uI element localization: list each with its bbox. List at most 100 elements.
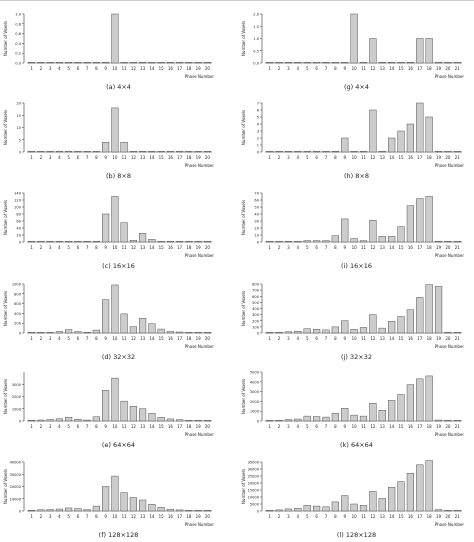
x-tick-label: 16 xyxy=(408,424,414,429)
x-tick-label: 2 xyxy=(278,66,281,71)
y-tick-label: 0 xyxy=(257,420,260,424)
y-axis-label: Number of Voxels xyxy=(241,110,246,145)
y-tick-label: 200 xyxy=(14,322,22,326)
bar xyxy=(74,508,82,512)
x-tick-label: 5 xyxy=(67,424,70,429)
x-tick-label: 16 xyxy=(168,245,174,250)
y-tick-label: 15000 xyxy=(248,489,260,493)
subfigure-caption: (i) 16×16 xyxy=(341,262,372,270)
bar xyxy=(350,238,358,243)
x-tick-label: 2 xyxy=(40,514,43,519)
bar xyxy=(157,61,165,64)
bar xyxy=(194,150,202,153)
x-tick-label: 3 xyxy=(49,336,52,341)
bar xyxy=(331,150,339,153)
x-tick-label: 7 xyxy=(86,336,89,341)
bar xyxy=(425,375,433,422)
bar xyxy=(176,150,184,153)
x-tick-label: 17 xyxy=(177,514,183,519)
x-tick-label: 11 xyxy=(122,514,128,519)
bar xyxy=(185,509,193,512)
bar xyxy=(266,240,274,243)
y-axis-label: Number of Voxels xyxy=(3,110,8,145)
x-tick-label: 8 xyxy=(334,245,337,250)
x-tick-label: 7 xyxy=(325,245,328,250)
bar xyxy=(341,495,349,512)
x-tick-label: 7 xyxy=(325,66,328,71)
x-tick-label: 17 xyxy=(417,424,423,429)
x-tick-label: 4 xyxy=(297,155,300,160)
bar xyxy=(65,329,73,334)
bar xyxy=(388,137,396,153)
x-tick-label: 6 xyxy=(315,514,318,519)
y-tick-label: 40 xyxy=(16,227,21,231)
y-tick-label: 70 xyxy=(254,192,259,196)
x-tick-label: 19 xyxy=(196,514,202,519)
bar xyxy=(312,416,321,422)
x-tick-label: 19 xyxy=(436,424,442,429)
bar xyxy=(303,61,311,64)
bar xyxy=(46,150,54,153)
bar xyxy=(369,403,377,422)
bar xyxy=(194,240,202,243)
bar xyxy=(284,508,293,512)
bar xyxy=(350,414,358,422)
bar xyxy=(331,501,339,512)
x-tick-label: 9 xyxy=(343,66,346,71)
subfigure-caption: (k) 64×64 xyxy=(340,441,373,449)
bar xyxy=(322,61,330,64)
x-tick-label: 16 xyxy=(168,66,174,71)
x-tick-label: 7 xyxy=(86,424,89,429)
x-axis-label: Phase Number xyxy=(435,432,465,437)
subfigure-caption: (a) 4×4 xyxy=(106,83,131,91)
bar xyxy=(406,123,415,153)
x-tick-label: 15 xyxy=(398,336,404,341)
x-tick-label: 4 xyxy=(297,514,300,519)
y-axis-label: Number of Voxels xyxy=(241,469,246,504)
x-tick-label: 4 xyxy=(58,66,61,71)
bar xyxy=(139,318,147,334)
y-axis-label: Number of Voxels xyxy=(3,21,8,56)
x-tick-label: 19 xyxy=(436,155,442,160)
x-axis-label: Phase Number xyxy=(435,253,465,258)
bar xyxy=(37,331,45,334)
bar xyxy=(444,150,452,153)
x-tick-label: 13 xyxy=(380,155,386,160)
bar xyxy=(46,419,54,422)
x-tick-label: 7 xyxy=(86,245,89,250)
y-tick-label: 800 xyxy=(252,283,260,287)
bar xyxy=(425,196,433,243)
bar xyxy=(453,331,461,334)
subfigure-caption: (l) 128×128 xyxy=(336,531,377,539)
bar xyxy=(65,61,73,64)
x-tick-label: 19 xyxy=(436,66,442,71)
x-tick-label: 15 xyxy=(398,66,404,71)
bar xyxy=(166,508,174,512)
x-tick-label: 16 xyxy=(408,66,414,71)
y-tick-label: 20 xyxy=(254,227,259,231)
x-tick-label: 17 xyxy=(417,336,423,341)
y-tick-label: 3000 xyxy=(12,383,22,387)
x-tick-label: 9 xyxy=(343,424,346,429)
bar xyxy=(83,240,91,243)
x-tick-label: 7 xyxy=(86,514,89,519)
y-tick-label: 100 xyxy=(14,206,22,210)
bar xyxy=(425,38,433,64)
bar xyxy=(37,509,45,512)
x-tick-label: 18 xyxy=(427,66,433,71)
y-tick-label: 300 xyxy=(252,313,260,317)
y-tick-label: 60 xyxy=(254,199,259,203)
x-tick-label: 16 xyxy=(168,336,174,341)
bar xyxy=(176,240,184,243)
x-tick-label: 6 xyxy=(77,66,80,71)
bar xyxy=(65,417,73,422)
x-tick-label: 8 xyxy=(95,66,98,71)
x-tick-label: 2 xyxy=(40,245,43,250)
y-tick-label: 0 xyxy=(19,332,22,336)
x-tick-label: 3 xyxy=(49,424,52,429)
x-tick-label: 14 xyxy=(149,424,155,429)
